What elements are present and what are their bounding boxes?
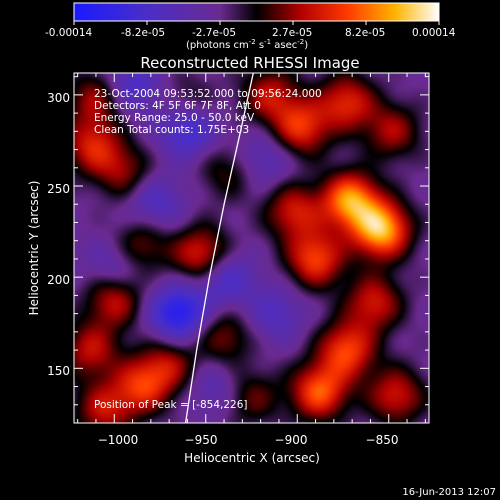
x-tick-label: −900 — [275, 433, 308, 447]
y-axis-label: Heliocentric Y (arcsec) — [27, 181, 41, 316]
colorbar-tick-label: -0.00014 — [45, 27, 93, 39]
obs-time-annotation: 23-Oct-2004 09:53:52.000 to 09:56:24.000 — [94, 88, 322, 100]
colorbar-unit-label: (photons cm-2 s-1 asec-2) — [186, 38, 308, 51]
colorbar-tick-label: -8.2e-05 — [121, 27, 165, 39]
footer-date: 16-Jun-2013 12:07 — [402, 487, 496, 498]
plot-frame — [73, 72, 430, 424]
colorbar-tick-label: 0.00014 — [412, 27, 456, 39]
colorbar-ticks — [73, 21, 440, 25]
x-tick-label: −1000 — [98, 433, 139, 447]
y-tick-label: 150 — [47, 364, 70, 378]
y-tick-label: 200 — [47, 273, 70, 287]
x-tick-label: −850 — [366, 433, 399, 447]
energy-range-annotation: Energy Range: 25.0 - 50.0 keV — [94, 112, 255, 124]
detectors-annotation: Detectors: 4F 5F 6F 7F 8F, Att 0 — [94, 100, 261, 112]
colorbar-tick-label: 8.2e-05 — [345, 27, 385, 39]
colorbar-tick-label: -2.7e-05 — [192, 27, 236, 39]
y-tick-label: 250 — [47, 182, 70, 196]
solar-limb-line — [184, 73, 254, 423]
colorbar-tick-label: 2.7e-05 — [272, 27, 312, 39]
y-tick-label: 300 — [47, 91, 70, 105]
clean-counts-annotation: Clean Total counts: 1.75E+03 — [94, 124, 249, 136]
colorbar — [73, 2, 440, 22]
heatmap-image — [74, 73, 429, 423]
chart-title: Reconstructed RHESSI Image — [140, 54, 359, 72]
x-tick-label: −950 — [185, 433, 218, 447]
axis-ticks — [74, 73, 429, 424]
x-axis-label: Heliocentric X (arcsec) — [184, 451, 320, 465]
peak-position-annotation: Position of Peak = [-854,226] — [94, 399, 248, 411]
